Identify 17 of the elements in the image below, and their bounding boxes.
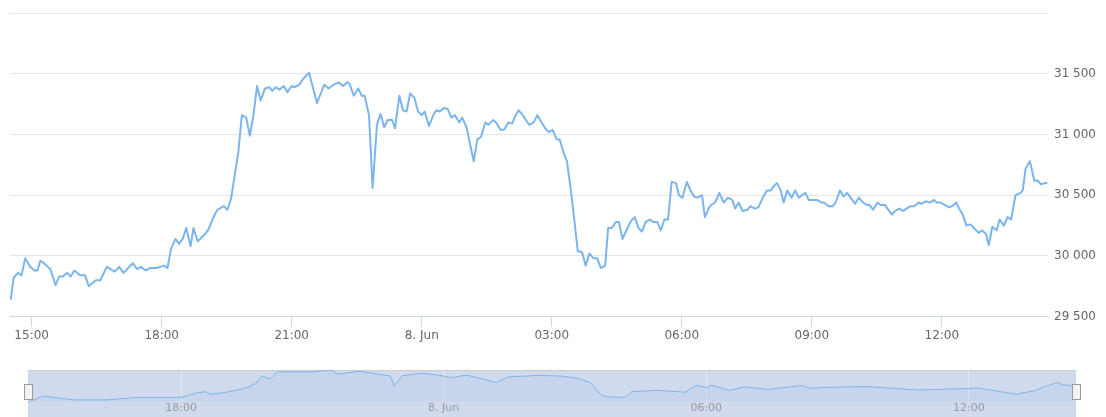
y-tick-label: 29 500 [1054, 308, 1096, 323]
x-tick-label: 18:00 [144, 327, 179, 342]
x-tick-label: 12:00 [924, 327, 960, 342]
x-tick-label: 06:00 [664, 327, 700, 342]
x-tick-label: 8. Jun [404, 327, 439, 342]
x-tick-label: 8. Jun [428, 401, 460, 415]
x-tick-label: 21:00 [274, 327, 310, 342]
x-tick-label: 09:00 [794, 327, 830, 342]
x-tick-label: 06:00 [690, 401, 723, 415]
x-tick-label: 15:00 [14, 327, 49, 342]
y-tick-label: 30 500 [1054, 187, 1096, 202]
y-tick-label: 31 000 [1054, 126, 1096, 141]
y-tick-label: 31 500 [1054, 66, 1096, 80]
y-tick-label: 30 000 [1054, 248, 1096, 263]
x-tick-label: 12:00 [952, 401, 985, 415]
x-tick-label: 03:00 [534, 327, 570, 342]
x-tick-label: 18:00 [165, 401, 197, 415]
